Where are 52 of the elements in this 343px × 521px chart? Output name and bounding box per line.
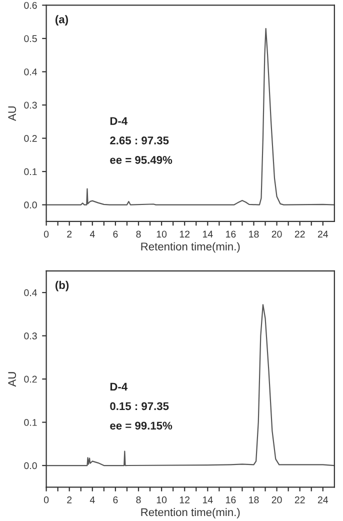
x-axis-title: Retention time(min.) (141, 508, 240, 518)
x-tick-label: 12 (180, 496, 190, 504)
x-tick-label: 24 (318, 496, 328, 504)
line-series (46, 304, 334, 466)
y-tick-label: 0.2 (24, 135, 37, 142)
x-tick-label: 6 (113, 496, 118, 504)
x-tick-label: 0 (44, 230, 49, 238)
x-tick-label: 6 (113, 230, 118, 238)
x-tick-label: 8 (136, 230, 141, 238)
x-tick-label: 18 (249, 496, 259, 504)
annotation: (a) (56, 15, 68, 26)
annotation: D-4 (110, 117, 128, 125)
x-tick-label: 20 (272, 496, 282, 504)
annotation: (b) (56, 280, 69, 292)
x-tick-label: 2 (67, 496, 72, 504)
y-tick-label: 0.3 (24, 332, 37, 340)
y-tick-label: 0.2 (24, 376, 37, 383)
x-tick-label: 4 (90, 496, 95, 504)
annotation: 2.65 : 97.35 (110, 136, 169, 144)
x-tick-label: 14 (202, 496, 213, 504)
y-tick-label: 0.5 (24, 35, 37, 42)
line-series (46, 28, 334, 206)
x-tick-label: 10 (156, 230, 167, 238)
y-tick-label: 0.1 (24, 419, 37, 426)
x-tick-label: 0 (44, 496, 49, 504)
x-tick-label: 12 (180, 230, 190, 238)
x-tick-label: 20 (272, 230, 282, 238)
y-tick-label: 0.3 (24, 102, 37, 109)
x-tick-label: 16 (226, 496, 236, 504)
x-tick-label: 16 (226, 230, 236, 238)
y-axis-title: AU (8, 106, 16, 122)
y-tick-label: 0.4 (24, 68, 37, 76)
x-tick-label: 8 (136, 496, 141, 504)
x-axis-title: Retention time(min.) (141, 242, 240, 253)
y-tick-label: 0.4 (24, 289, 37, 296)
x-tick-label: 22 (294, 496, 305, 504)
x-tick-label: 14 (202, 230, 213, 238)
y-tick-label: 0.1 (24, 168, 37, 176)
x-tick-label: 22 (294, 230, 305, 238)
annotation: D-4 (110, 382, 128, 391)
annotation: ee = 99.15% (110, 422, 172, 430)
x-tick-label: 10 (156, 496, 167, 504)
annotation: 0.15 : 97.35 (110, 402, 169, 410)
y-tick-label: 0.0 (24, 462, 37, 470)
annotation: ee = 95.49% (110, 156, 172, 164)
x-tick-label: 18 (249, 230, 259, 238)
x-tick-label: 2 (67, 230, 72, 238)
y-tick-label: 0.6 (24, 2, 37, 9)
x-tick-label: 24 (318, 230, 328, 238)
y-axis-title: AU (8, 372, 16, 387)
y-tick-label: 0.0 (24, 202, 37, 208)
x-tick-label: 4 (90, 230, 95, 238)
